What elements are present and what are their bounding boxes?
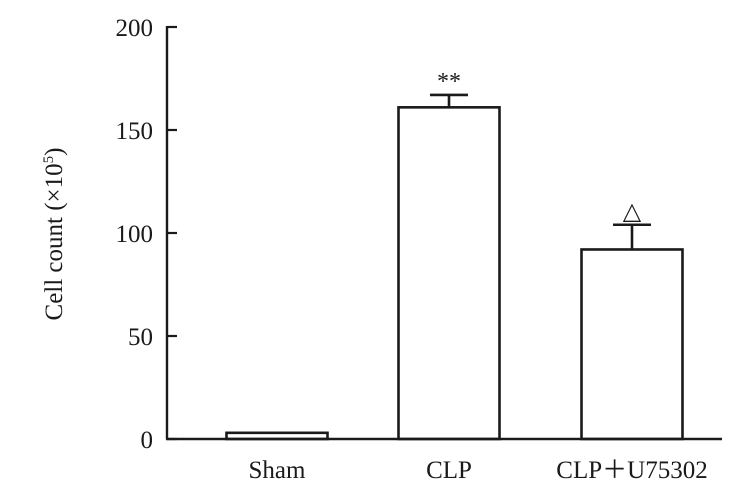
bar-2 [580, 248, 684, 441]
y-tick-label-4: 200 [116, 15, 154, 42]
bar-1 [397, 106, 501, 441]
y-tick-label-0: 0 [141, 427, 154, 454]
significance-annotation-2: △ [623, 199, 642, 225]
y-axis-label-close: ) [41, 148, 68, 156]
x-category-label-1: CLP [426, 457, 472, 484]
y-axis-label: Cell count (×105) [41, 148, 68, 321]
y-axis-label-main: Cell count (×10 [41, 163, 68, 320]
x-axis-labels: Sham CLP CLP＋U75302 [249, 457, 708, 484]
y-axis-label-superscript: 5 [41, 156, 57, 164]
y-axis-ticks: 0 50 100 150 200 [116, 15, 177, 454]
x-category-label-0: Sham [249, 457, 307, 484]
significance-annotation-1: ** [437, 69, 461, 95]
bars-group: ** △ [225, 69, 684, 441]
y-tick-label-2: 100 [116, 221, 154, 248]
x-category-label-2: CLP＋U75302 [556, 457, 707, 484]
y-tick-label-1: 50 [128, 324, 153, 351]
y-tick-label-3: 150 [116, 118, 154, 145]
